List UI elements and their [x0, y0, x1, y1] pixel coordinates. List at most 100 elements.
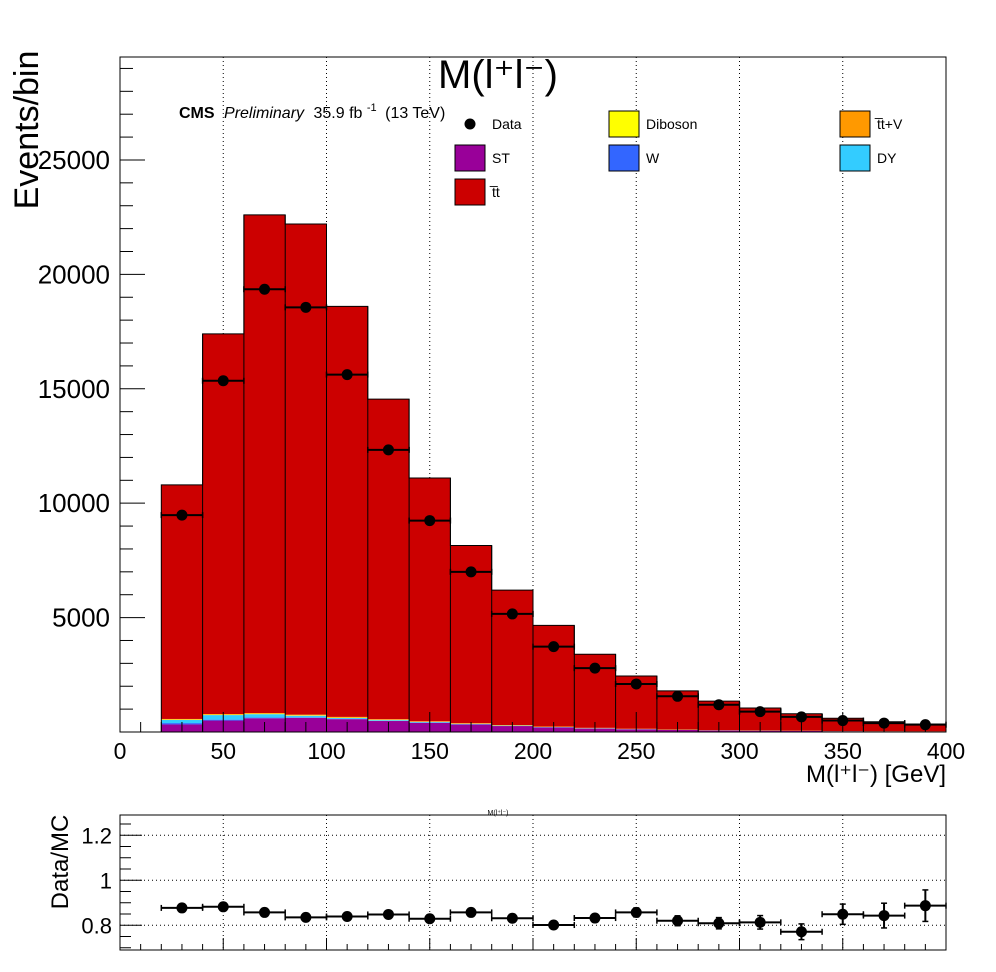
bar-tt-14	[739, 707, 781, 731]
legend-swatch-4	[608, 144, 640, 172]
ratio-y-axis-title: Data/MC	[47, 815, 74, 910]
bar-tt-6	[409, 478, 451, 722]
energy-text: (13 TeV)	[385, 105, 445, 122]
preliminary-text: Preliminary	[224, 105, 305, 122]
ratio-plot: 0.8 1 1.2 M(l⁺l⁻) Data/MC	[47, 810, 947, 951]
ratio-point-7	[465, 906, 477, 918]
data-point-10	[589, 662, 601, 674]
data-point-13	[713, 699, 725, 711]
ratio-point-9	[548, 919, 560, 931]
y-tick-label-3: 20000	[38, 259, 110, 289]
x-tick-label-4: 200	[514, 738, 552, 764]
ratio-point-3	[300, 911, 312, 923]
legend-swatch-6	[454, 178, 486, 206]
x-tick-label-7: 350	[824, 738, 862, 764]
legend: Data Diboson t̅t+V ST W DY t̅t	[454, 110, 903, 206]
data-point-0	[176, 509, 188, 521]
data-point-4	[341, 369, 353, 381]
cms-label: CMS Preliminary 35.9 fb -1 (13 TeV)	[179, 98, 445, 122]
main-plot: 0 50 100 150 200 250 300 350 400 5000 10000 15000 2…	[8, 51, 965, 788]
data-point-3	[300, 301, 312, 313]
bar-tt-4	[326, 306, 368, 717]
y-axis-ticks: 5000 10000 15000 20000 25000	[38, 67, 145, 710]
ratio-point-8	[506, 912, 518, 924]
ratio-point-14	[754, 916, 766, 928]
legend-marker-data	[464, 118, 476, 130]
bar-tt-9	[533, 625, 575, 727]
ratio-y-tick-label-0: 0.8	[81, 913, 112, 938]
bar-tt-0	[161, 484, 203, 719]
legend-swatch-2	[839, 110, 871, 138]
x-tick-label-2: 100	[307, 738, 345, 764]
main-x-axis-title: M(l⁺l⁻) [GeV]	[806, 761, 946, 788]
lumi-sup-text: -1	[367, 102, 377, 114]
bar-dy-2	[243, 714, 286, 718]
bar-dy-0	[161, 719, 203, 724]
bar-dy-3	[285, 715, 327, 718]
legend-swatch-3	[454, 144, 486, 172]
legend-swatch-5	[839, 144, 871, 172]
ratio-point-13	[713, 917, 725, 929]
bar-ttv-5	[367, 719, 410, 720]
data-point-12	[672, 690, 684, 702]
x-axis-ticks: 0 50 100 150 200 250 300 350 400	[114, 712, 965, 764]
legend-label-3: ST	[492, 150, 510, 166]
ratio-point-1	[217, 901, 229, 913]
legend-label-2: t̅t+V	[874, 116, 903, 132]
ratio-points	[160, 889, 947, 941]
data-point-1	[217, 375, 229, 387]
ratio-y-tick-label-1: 1	[100, 868, 112, 893]
data-point-11	[630, 678, 642, 690]
ratio-title: M(l⁺l⁻)	[488, 810, 509, 817]
lumi-text: 35.9 fb	[313, 105, 362, 122]
legend-label-1: Diboson	[646, 116, 697, 132]
data-point-7	[465, 566, 477, 578]
ratio-y-tick-label-2: 1.2	[81, 823, 112, 848]
ratio-point-15	[795, 926, 807, 938]
bar-w-2	[243, 717, 286, 719]
ratio-y-axis-ticks: 0.8 1 1.2	[81, 823, 142, 949]
ratio-point-10	[589, 912, 601, 924]
legend-label-6: t̅t	[489, 184, 500, 200]
main-y-axis-title: Events/bin	[8, 51, 46, 210]
legend-label-4: W	[646, 150, 660, 166]
bar-tt-2	[243, 214, 286, 714]
ratio-point-17	[878, 910, 890, 922]
ratio-point-18	[919, 900, 931, 912]
legend-label-5: DY	[877, 150, 897, 166]
bar-dy-4	[326, 717, 368, 719]
ratio-point-12	[672, 915, 684, 927]
ratio-point-11	[630, 906, 642, 918]
x-tick-label-0: 0	[114, 738, 127, 764]
data-point-8	[506, 608, 518, 620]
data-point-14	[754, 706, 766, 718]
ratio-x-axis-ticks	[119, 938, 947, 950]
y-tick-label-0: 5000	[52, 603, 110, 633]
x-tick-label-1: 50	[210, 738, 236, 764]
legend-swatch-1	[608, 110, 640, 138]
bar-dy-5	[367, 720, 410, 721]
x-tick-label-6: 300	[720, 738, 758, 764]
y-tick-label-4: 25000	[38, 145, 110, 175]
data-point-6	[424, 515, 436, 527]
ratio-point-6	[424, 913, 436, 925]
y-tick-label-2: 15000	[38, 374, 110, 404]
ratio-point-4	[341, 910, 353, 922]
ratio-point-5	[382, 908, 394, 920]
data-point-15	[795, 711, 807, 723]
ratio-point-0	[176, 902, 188, 914]
bar-tt-3	[285, 224, 327, 715]
ratio-point-2	[259, 906, 271, 918]
x-tick-label-5: 250	[617, 738, 655, 764]
ratio-point-16	[837, 908, 849, 920]
bar-ttv-3	[285, 714, 327, 716]
x-tick-label-3: 150	[411, 738, 449, 764]
bar-ttv-2	[243, 713, 286, 714]
bar-tt-1	[202, 333, 244, 715]
data-point-9	[548, 641, 560, 653]
data-point-5	[382, 444, 394, 456]
data-point-2	[259, 283, 271, 295]
data-points	[160, 283, 947, 731]
bar-ttv-4	[326, 716, 368, 718]
